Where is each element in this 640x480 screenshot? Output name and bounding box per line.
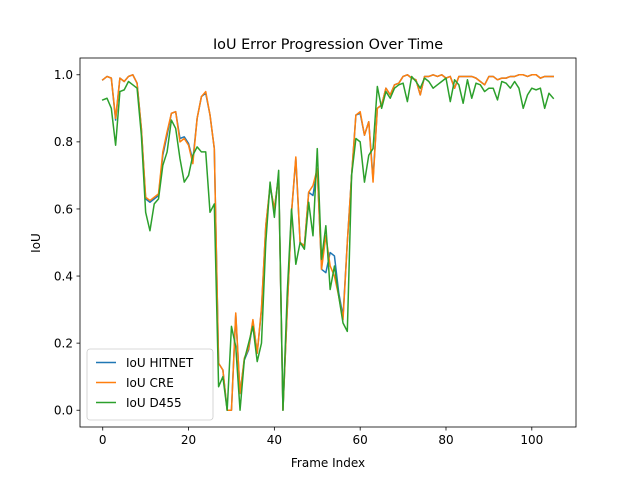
series-layer	[101, 74, 555, 411]
series-line-3	[101, 75, 555, 411]
x-tick-label: 40	[267, 433, 282, 447]
x-tick-label: 60	[353, 433, 368, 447]
axes-frame	[79, 57, 577, 428]
legend: IoU HITNET IoU CRE IoU D455	[86, 348, 214, 421]
chart-title: IoU Error Progression Over Time	[213, 37, 443, 53]
y-axis-ticks: 0.0 0.2 0.4 0.6 0.8 1.0	[54, 68, 80, 418]
x-tick-label: 80	[438, 433, 453, 447]
legend-box	[86, 348, 214, 421]
x-axis-ticks: 0 20 40 60 80 100	[99, 427, 543, 447]
x-axis-label: Frame Index	[291, 456, 365, 470]
legend-label-3: IoU D455	[126, 396, 182, 410]
y-tick-label: 0.0	[54, 404, 73, 418]
y-axis-label: IoU	[29, 233, 43, 253]
y-tick-label: 0.4	[54, 269, 73, 283]
y-tick-label: 1.0	[54, 68, 73, 82]
x-tick-label: 0	[99, 433, 107, 447]
legend-label-2: IoU CRE	[126, 376, 174, 390]
x-tick-label: 100	[520, 433, 543, 447]
legend-label-1: IoU HITNET	[126, 356, 194, 370]
y-tick-label: 0.6	[54, 202, 73, 216]
x-tick-label: 20	[181, 433, 196, 447]
y-tick-label: 0.8	[54, 135, 73, 149]
y-tick-label: 0.2	[54, 336, 73, 350]
